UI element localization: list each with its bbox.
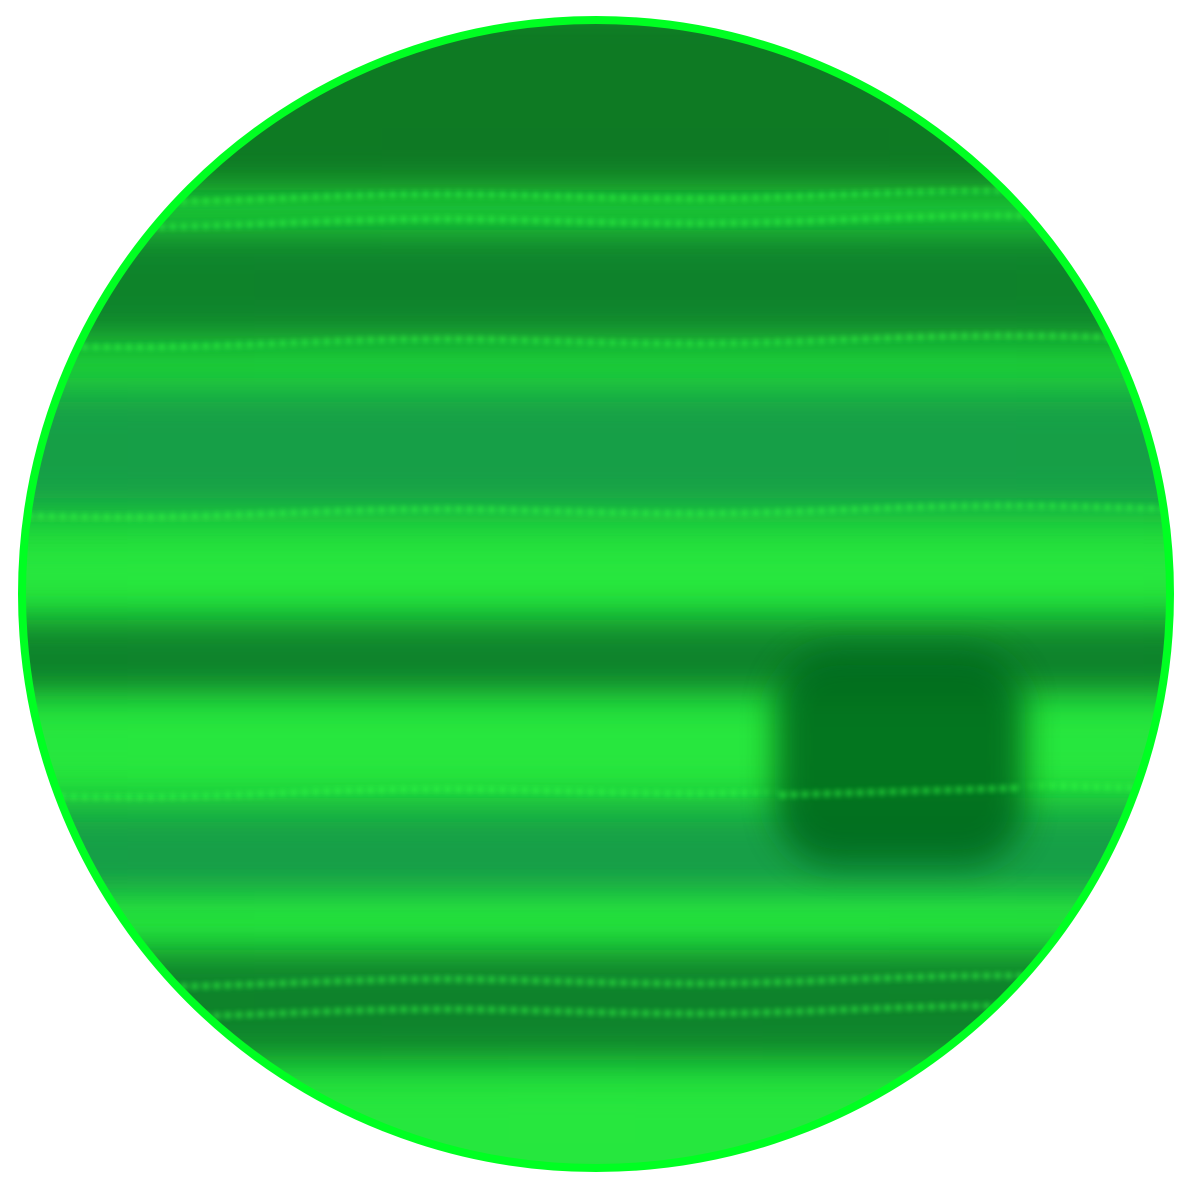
bright-streak [24,783,1168,802]
planet-rim [18,16,1174,1172]
band-belt [24,390,1168,510]
storm-body [775,650,1025,865]
bright-streak [24,333,1168,352]
dark-storm-spot-icon [775,650,1025,865]
bright-streak [24,503,1168,522]
band-cap [24,22,1168,190]
band-zone [24,540,1168,620]
band-belt [24,950,1168,1060]
band-belt [24,230,1168,340]
storm-streak [779,785,1021,798]
band-zone [24,1080,1168,1166]
